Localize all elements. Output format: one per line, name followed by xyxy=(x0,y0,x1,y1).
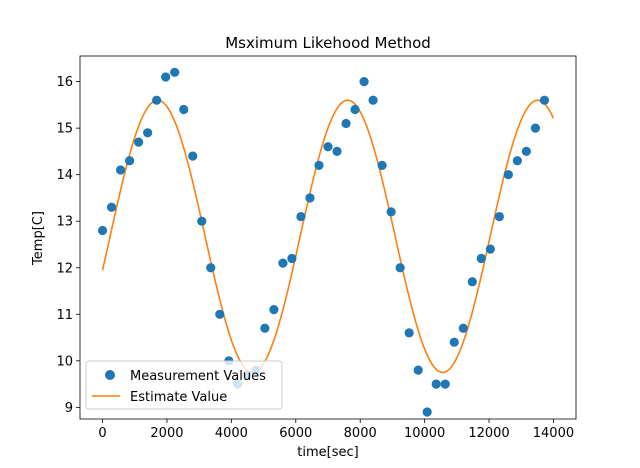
y-tick-label: 16 xyxy=(56,75,73,90)
measurement-point xyxy=(296,211,306,222)
measurement-point xyxy=(341,118,351,129)
measurement-point xyxy=(512,156,522,166)
y-tick-label: 9 xyxy=(65,401,73,416)
legend-label-measurement: Measurement Values xyxy=(130,369,266,384)
measurement-point xyxy=(449,337,459,347)
measurement-point xyxy=(143,128,153,138)
legend-box xyxy=(85,360,283,410)
chart-title: Msximum Likehood Method xyxy=(225,34,431,52)
measurement-point xyxy=(350,104,360,115)
measurement-point xyxy=(422,407,432,417)
measurement-point xyxy=(386,207,396,217)
measurement-point xyxy=(431,379,441,389)
measurement-point xyxy=(287,253,297,264)
estimate-value-line xyxy=(101,99,555,374)
measurement-point xyxy=(197,216,207,226)
measurement-point xyxy=(323,142,333,152)
measurement-point xyxy=(188,151,198,161)
y-tick-label: 12 xyxy=(56,261,73,276)
measurement-point xyxy=(476,253,486,264)
x-tick-label: 10000 xyxy=(404,426,445,441)
measurement-point xyxy=(260,323,270,333)
measurement-point xyxy=(332,146,342,156)
legend-marker-measurement xyxy=(105,370,115,380)
measurement-point xyxy=(395,263,405,273)
measurement-point xyxy=(530,123,541,133)
measurement-point xyxy=(494,211,504,222)
x-tick-label: 6000 xyxy=(279,426,312,441)
measurement-point xyxy=(377,160,387,170)
x-tick-label: 4000 xyxy=(215,426,248,441)
measurement-point xyxy=(170,67,180,77)
y-axis-title: Temp[C] xyxy=(31,211,46,266)
measurement-point xyxy=(278,258,288,268)
measurement-point xyxy=(467,277,477,287)
measurement-point xyxy=(97,225,108,236)
x-axis-title: time[sec] xyxy=(297,445,358,460)
y-tick-label: 14 xyxy=(56,168,73,183)
measurement-point xyxy=(179,104,189,115)
measurement-point xyxy=(215,309,225,319)
measurement-point xyxy=(413,365,423,375)
y-axis: 9 10 11 12 13 14 15 16 xyxy=(56,75,80,416)
measurement-point xyxy=(206,263,216,273)
y-tick-label: 11 xyxy=(56,308,73,323)
x-axis: 0 2000 4000 6000 8000 10000 12000 14000 xyxy=(98,419,574,441)
y-tick-label: 10 xyxy=(56,354,73,369)
x-tick-label: 14000 xyxy=(533,426,574,441)
legend-label-estimate: Estimate Value xyxy=(130,390,227,405)
measurement-point xyxy=(115,165,126,175)
plot-frame xyxy=(79,55,577,420)
measurement-point xyxy=(521,146,532,156)
plot-area xyxy=(79,55,577,420)
measurement-point xyxy=(125,156,135,166)
x-tick-label: 2000 xyxy=(150,426,183,441)
x-tick-label: 0 xyxy=(98,426,106,441)
measurement-point xyxy=(503,170,513,180)
measurement-point xyxy=(539,95,550,105)
measurement-points-layer xyxy=(97,67,550,417)
plot-background xyxy=(80,56,576,419)
measurement-point xyxy=(152,95,162,105)
measurement-point xyxy=(485,244,495,254)
measurement-point xyxy=(404,328,414,338)
legend: Measurement Values Estimate Value xyxy=(85,360,283,410)
measurement-point xyxy=(458,323,468,333)
measurement-point xyxy=(134,137,144,147)
measurement-point xyxy=(161,72,171,82)
measurement-point xyxy=(314,160,324,170)
measurement-point xyxy=(269,305,279,315)
measurement-point xyxy=(305,193,315,203)
y-tick-label: 13 xyxy=(56,215,73,230)
y-tick-label: 15 xyxy=(56,122,73,137)
measurement-point xyxy=(368,95,378,105)
measurement-point xyxy=(440,379,450,389)
measurement-point xyxy=(106,202,117,212)
x-tick-label: 12000 xyxy=(468,426,509,441)
estimate-line-layer xyxy=(101,99,555,374)
measurement-point xyxy=(359,77,369,87)
x-tick-label: 8000 xyxy=(344,426,377,441)
